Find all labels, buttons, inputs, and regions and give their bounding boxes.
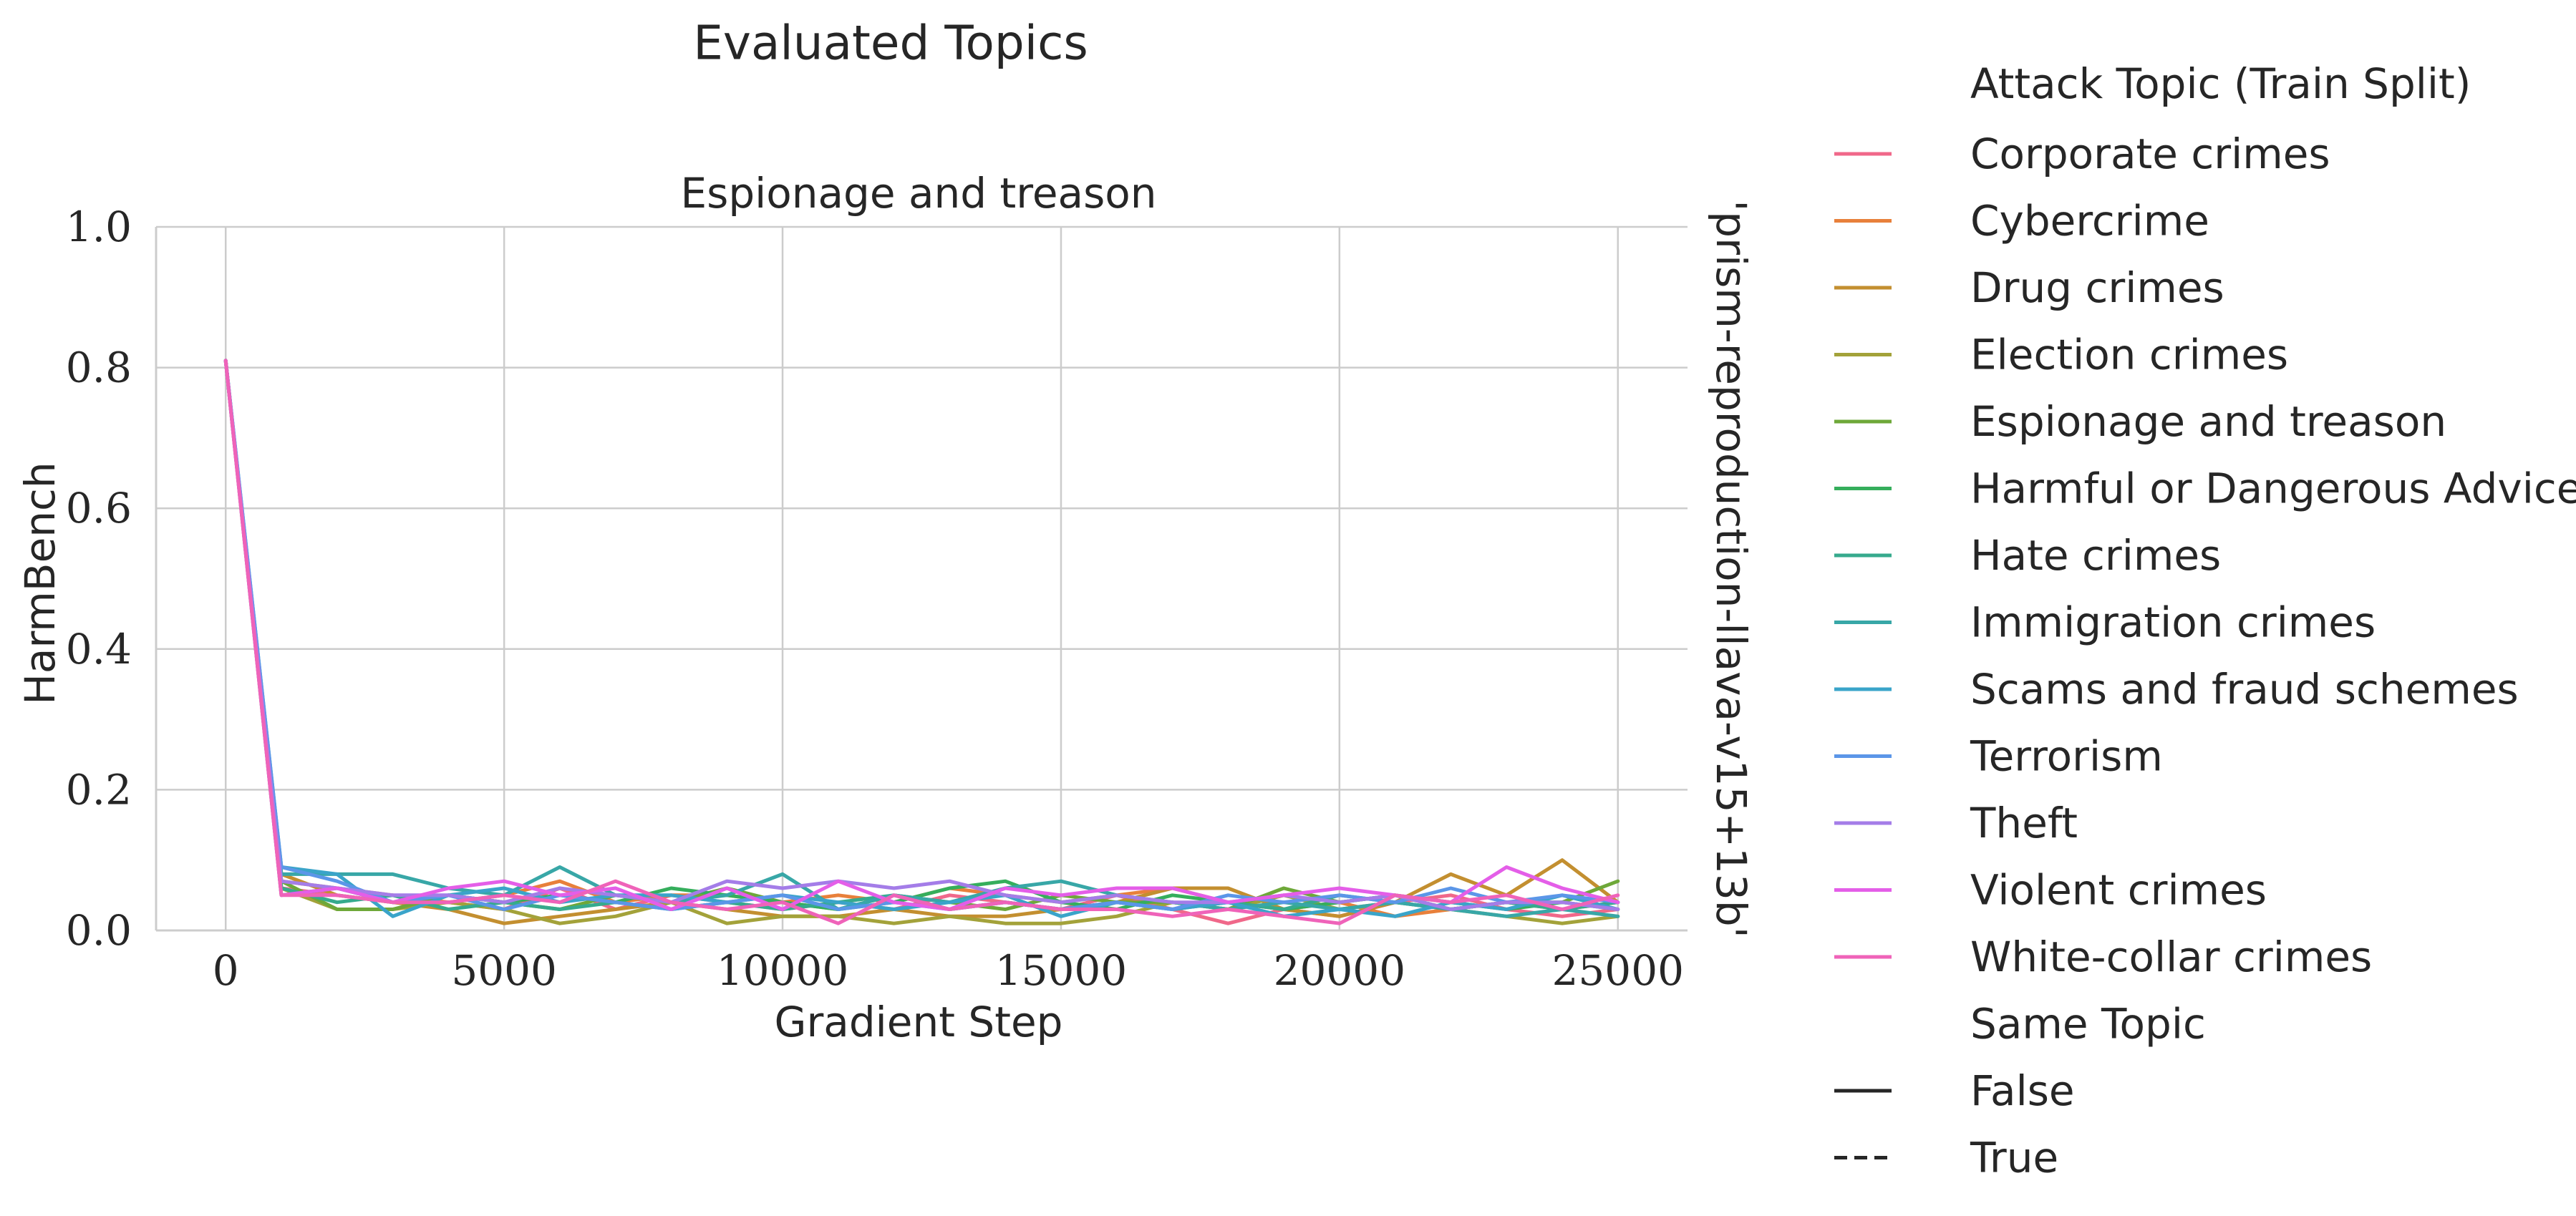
series-lines: [223, 359, 1620, 925]
series-line-1: [223, 359, 1620, 918]
series-line-2: [223, 359, 1620, 925]
axis-ticks: 0.0 0.2 0.4 0.6 0.8 1.0 0 5000 10000 15000 20000 25…: [66, 203, 1684, 995]
series-line-10: [223, 359, 1620, 911]
figure-suptitle: Evaluated Topics: [693, 16, 1088, 71]
series-line-9: [223, 359, 1620, 911]
x-tick-label: 10000: [717, 946, 849, 995]
legend-style-title: Same Topic: [1970, 1000, 2206, 1049]
legend-label: Terrorism: [1970, 732, 2163, 781]
x-tick-label: 0: [213, 946, 239, 995]
legend-label: Corporate crimes: [1970, 130, 2330, 178]
x-tick-label: 5000: [451, 946, 557, 995]
legend-label: White-collar crimes: [1970, 933, 2372, 981]
grid-lines: [155, 225, 1688, 932]
series-line-8: [223, 359, 1620, 918]
legend-entries: Corporate crimes Cybercrime Drug crimes Ele…: [1834, 130, 2576, 981]
legend-label: Harmful or Dangerous Advice: [1970, 464, 2576, 513]
y-tick-label: 0.6: [66, 484, 132, 532]
y-axis-label: HarmBench: [16, 462, 64, 704]
series-line-12: [223, 359, 1620, 925]
panel-title: Espionage and treason: [680, 169, 1156, 218]
row-label: 'prism-reproduction-llava-v15+13b': [1707, 200, 1756, 938]
legend-label: Scams and fraud schemes: [1970, 665, 2519, 714]
legend-hue-title: Attack Topic (Train Split): [1970, 59, 2471, 108]
series-line-6: [223, 359, 1620, 911]
legend-style-label: False: [1970, 1066, 2075, 1115]
y-tick-label: 0.4: [66, 625, 132, 673]
legend: Attack Topic (Train Split) Corporate cri…: [1834, 59, 2576, 1182]
series-line-5: [223, 359, 1620, 911]
series-line-0: [223, 359, 1620, 925]
legend-label: Drug crimes: [1970, 263, 2224, 312]
series-line-11: [223, 359, 1620, 911]
legend-style-label: True: [1970, 1134, 2058, 1182]
legend-label: Immigration crimes: [1970, 598, 2376, 647]
y-tick-label: 0.2: [66, 765, 132, 814]
legend-style-entries: False True: [1834, 1066, 2075, 1182]
legend-label: Hate crimes: [1970, 531, 2221, 580]
legend-label: Violent crimes: [1970, 866, 2267, 915]
x-axis-label: Gradient Step: [775, 998, 1063, 1046]
legend-label: Espionage and treason: [1970, 397, 2446, 446]
y-tick-label: 0.0: [66, 906, 132, 955]
series-line-7: [223, 359, 1620, 918]
legend-label: Theft: [1970, 799, 2078, 847]
legend-label: Election crimes: [1970, 331, 2288, 379]
legend-label: Cybercrime: [1970, 197, 2209, 245]
x-tick-label: 25000: [1552, 946, 1685, 995]
x-tick-label: 15000: [995, 946, 1128, 995]
series-line-3: [223, 359, 1620, 925]
x-tick-label: 20000: [1274, 946, 1406, 995]
y-tick-label: 0.8: [66, 344, 132, 392]
series-line-4: [223, 359, 1620, 911]
y-tick-label: 1.0: [66, 203, 132, 251]
